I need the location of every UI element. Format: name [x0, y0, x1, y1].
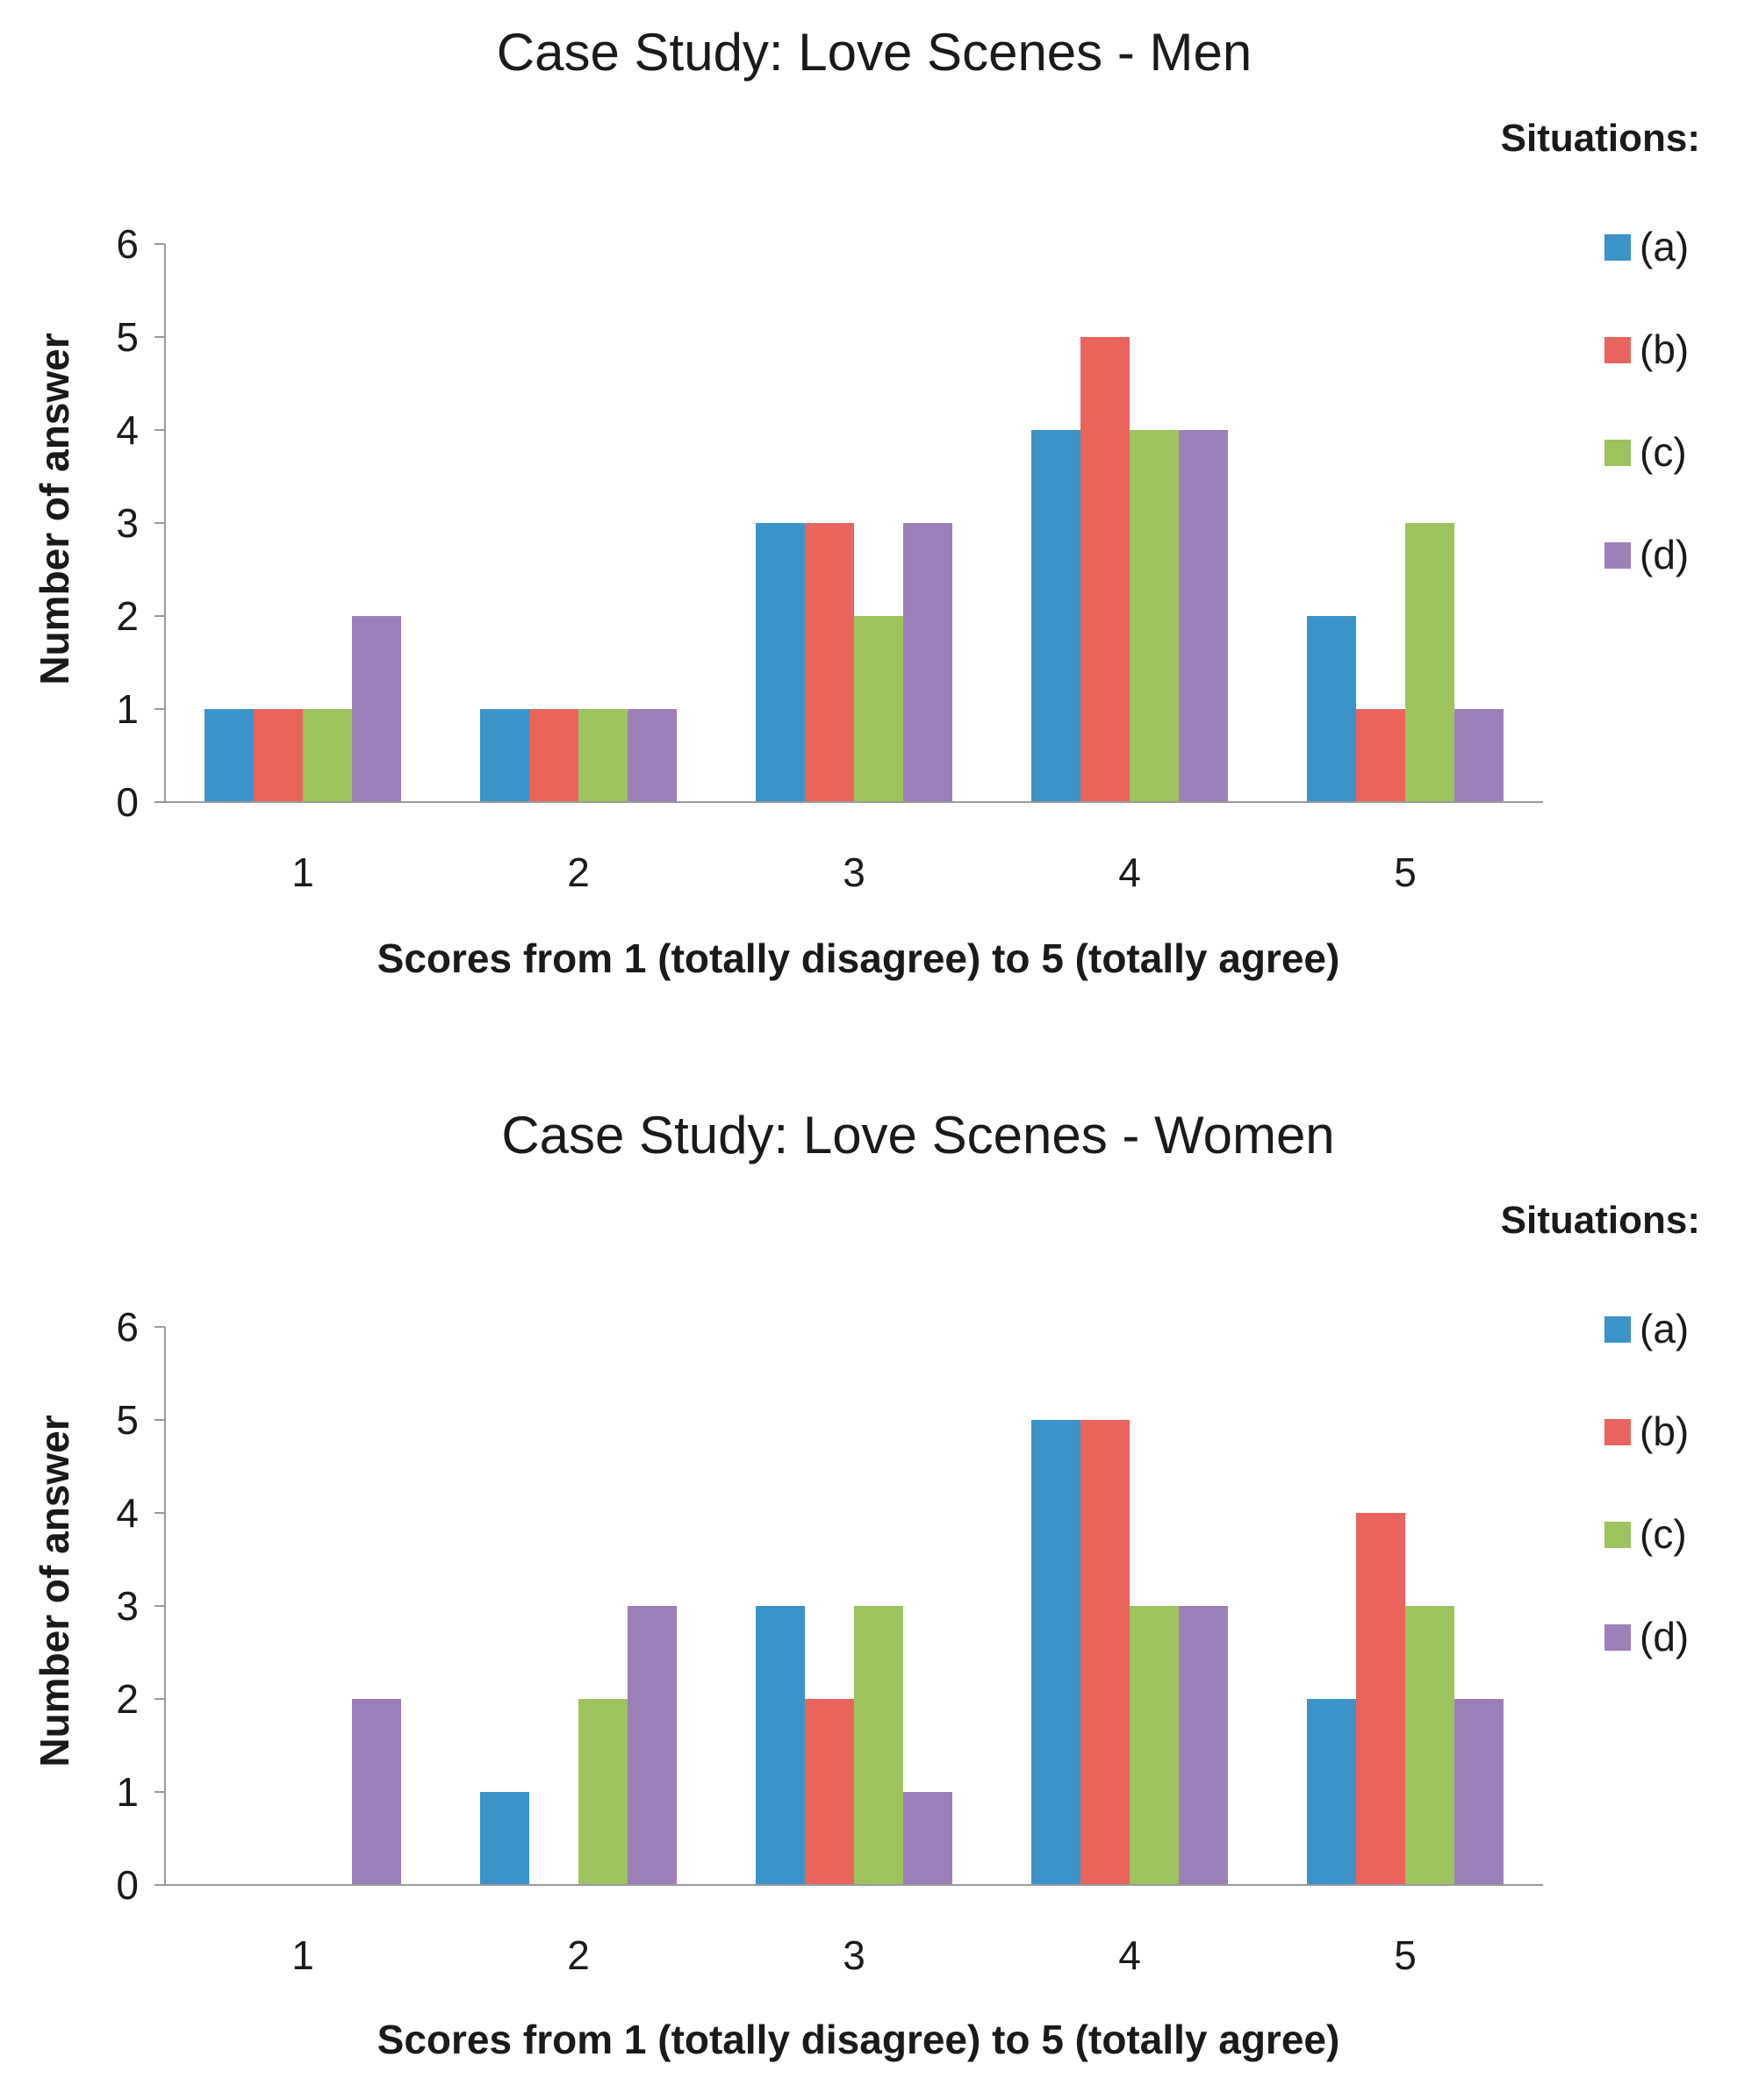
legend-label-a: (a) — [1640, 224, 1689, 269]
y-tick-label: 2 — [116, 593, 139, 639]
y-axis-label: Number of answer — [32, 333, 77, 684]
legend-label-b: (b) — [1640, 1408, 1689, 1454]
y-axis-ticks: 0 1 2 3 4 5 6 — [116, 1304, 165, 1908]
x-tick-label: 3 — [843, 1932, 865, 1978]
bar-d-score-1 — [352, 616, 401, 802]
bar-d-score-5 — [1454, 1699, 1504, 1885]
bar-b-score-3 — [805, 523, 854, 802]
bar-b-score-3 — [805, 1699, 854, 1885]
bar-c-score-3 — [854, 1606, 903, 1885]
x-tick-label: 5 — [1394, 849, 1417, 895]
y-tick-label: 3 — [116, 500, 139, 546]
legend-label-d: (d) — [1640, 1614, 1689, 1659]
legend-swatch-d — [1604, 1624, 1631, 1651]
y-tick-label: 1 — [116, 686, 139, 732]
bar-group — [205, 337, 1504, 802]
bar-b-score-1 — [254, 709, 303, 802]
bar-c-score-4 — [1130, 1606, 1179, 1885]
legend-swatch-a — [1604, 234, 1631, 261]
y-tick-label: 1 — [116, 1769, 139, 1815]
chart-title: Case Study: Love Scenes - Men — [497, 23, 1252, 82]
bar-a-score-4 — [1031, 430, 1080, 802]
legend-label-c: (c) — [1640, 429, 1687, 475]
x-tick-label: 4 — [1118, 1932, 1141, 1978]
chart-men: Case Study: Love Scenes - Men Situations… — [32, 23, 1700, 981]
bar-a-score-2 — [480, 1792, 529, 1885]
legend-swatch-d — [1604, 542, 1631, 569]
legend-swatch-b — [1604, 337, 1631, 363]
bar-c-score-2 — [578, 709, 628, 802]
axes — [164, 244, 1543, 803]
y-tick-label: 5 — [116, 1397, 139, 1443]
bar-a-score-1 — [205, 709, 254, 802]
legend-swatch-c — [1604, 1522, 1631, 1548]
legend-title: Situations: — [1501, 117, 1700, 160]
y-tick-label: 5 — [116, 314, 139, 360]
y-axis-label: Number of answer — [32, 1415, 77, 1767]
legend-swatch-a — [1604, 1316, 1631, 1343]
y-tick-label: 0 — [116, 1862, 139, 1908]
bar-c-score-2 — [578, 1699, 628, 1885]
bar-a-score-2 — [480, 709, 529, 802]
bar-d-score-3 — [903, 1792, 952, 1885]
bar-b-score-2 — [529, 709, 578, 802]
y-tick-label: 4 — [116, 407, 139, 453]
bar-c-score-3 — [854, 616, 903, 802]
x-axis-ticks: 1 2 3 4 5 — [291, 849, 1417, 895]
legend-swatch-b — [1604, 1419, 1631, 1445]
x-axis-ticks: 1 2 3 4 5 — [291, 1932, 1417, 1978]
bar-d-score-4 — [1179, 1606, 1228, 1885]
y-tick-label: 3 — [116, 1583, 139, 1629]
bar-b-score-4 — [1080, 1420, 1130, 1885]
legend-label-b: (b) — [1640, 326, 1689, 372]
bar-a-score-3 — [756, 1606, 805, 1885]
bar-b-score-5 — [1356, 1513, 1405, 1885]
legend-title: Situations: — [1501, 1199, 1700, 1242]
axes — [164, 1327, 1543, 1886]
x-tick-label: 1 — [291, 1932, 314, 1978]
x-tick-label: 1 — [291, 849, 314, 895]
y-tick-label: 0 — [116, 779, 139, 825]
x-axis-label: Scores from 1 (totally disagree) to 5 (t… — [377, 2017, 1340, 2062]
bar-d-score-2 — [628, 1606, 677, 1885]
bar-b-score-5 — [1356, 709, 1405, 802]
legend: (a) (b) (c) (d) — [1604, 224, 1689, 577]
x-tick-label: 3 — [843, 849, 865, 895]
y-tick-label: 6 — [116, 221, 139, 267]
bar-d-score-2 — [628, 709, 677, 802]
y-tick-label: 2 — [116, 1676, 139, 1722]
x-tick-label: 2 — [567, 849, 590, 895]
legend-label-d: (d) — [1640, 532, 1689, 577]
x-tick-label: 2 — [567, 1932, 590, 1978]
bar-group — [352, 1420, 1504, 1885]
bar-d-score-3 — [903, 523, 952, 802]
bar-b-score-4 — [1080, 337, 1130, 802]
y-tick-label: 6 — [116, 1304, 139, 1350]
x-tick-label: 4 — [1118, 849, 1141, 895]
y-axis-ticks: 0 1 2 3 4 5 6 — [116, 221, 165, 825]
legend-swatch-c — [1604, 440, 1631, 466]
chart-women: Case Study: Love Scenes - Women Situatio… — [32, 1106, 1700, 2062]
bar-a-score-5 — [1307, 1699, 1356, 1885]
legend-label-c: (c) — [1640, 1511, 1687, 1557]
y-tick-label: 4 — [116, 1490, 139, 1536]
bar-a-score-3 — [756, 523, 805, 802]
x-tick-label: 5 — [1394, 1932, 1417, 1978]
bar-a-score-5 — [1307, 616, 1356, 802]
chart-title: Case Study: Love Scenes - Women — [501, 1106, 1334, 1165]
bar-c-score-5 — [1405, 1606, 1454, 1885]
bar-c-score-1 — [303, 709, 352, 802]
bar-c-score-5 — [1405, 523, 1454, 802]
bar-d-score-1 — [352, 1699, 401, 1885]
bar-d-score-4 — [1179, 430, 1228, 802]
legend-label-a: (a) — [1640, 1306, 1689, 1351]
x-axis-label: Scores from 1 (totally disagree) to 5 (t… — [377, 935, 1340, 981]
bar-a-score-4 — [1031, 1420, 1080, 1885]
legend: (a) (b) (c) (d) — [1604, 1306, 1689, 1659]
bar-d-score-5 — [1454, 709, 1504, 802]
bar-c-score-4 — [1130, 430, 1179, 802]
